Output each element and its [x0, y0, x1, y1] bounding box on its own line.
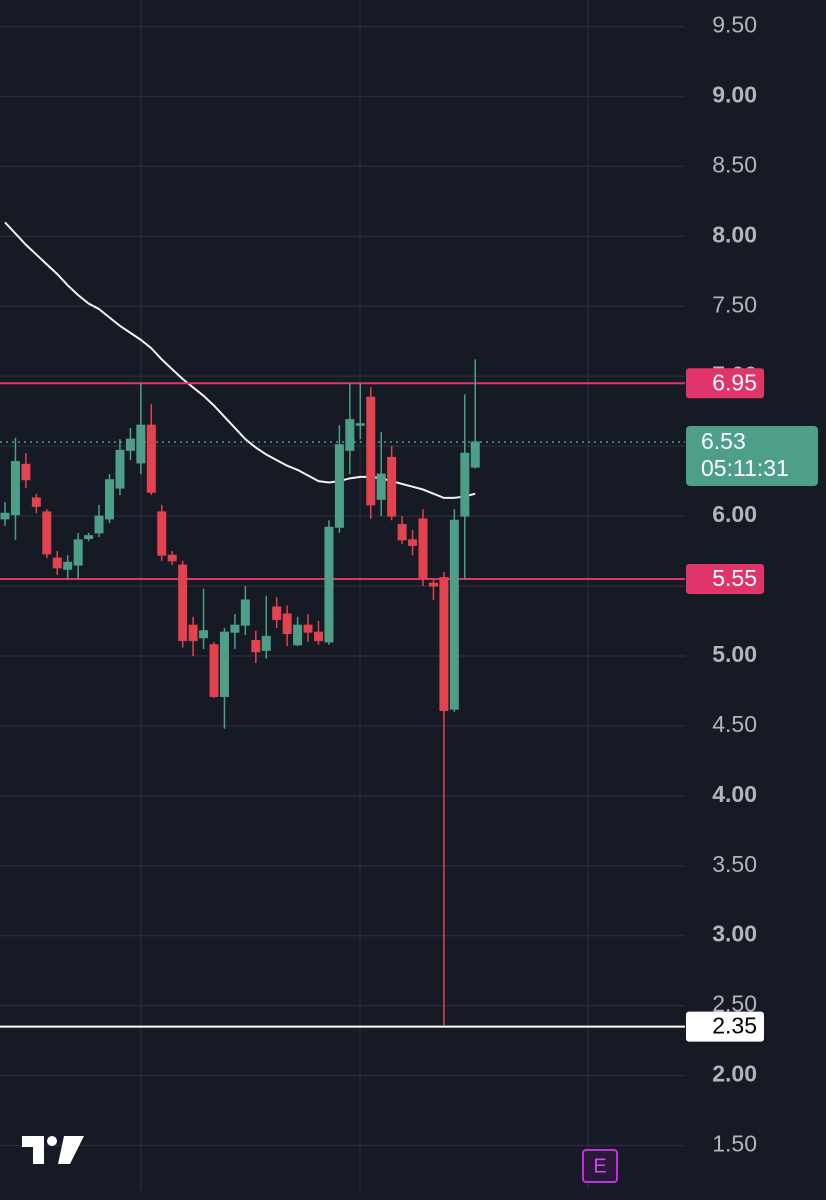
candle-body: [355, 423, 365, 426]
y-tick-label: 1.50: [712, 1131, 757, 1157]
candle-body: [261, 635, 271, 651]
y-tick-label: 7.50: [712, 291, 757, 317]
candle-body: [251, 640, 261, 653]
y-tick-label: 3.50: [712, 851, 757, 877]
candle-body: [31, 497, 41, 507]
candle-body: [146, 424, 156, 493]
y-tick-label: 4.50: [712, 711, 757, 737]
candle-body: [314, 631, 323, 642]
last-price-label: 6.53: [701, 428, 746, 454]
candle-body: [240, 599, 250, 626]
logo-part: [58, 1136, 84, 1164]
candle-body: [188, 624, 198, 642]
price-line-label-box: [686, 368, 764, 399]
last-price-box: [686, 425, 818, 486]
candle-body: [219, 631, 229, 698]
candle-body: [397, 523, 407, 541]
candle-body: [230, 624, 240, 633]
candle-body: [157, 511, 167, 556]
price-line-label: 5.55: [712, 565, 757, 591]
candle-body: [439, 577, 449, 711]
candle-body: [84, 535, 94, 539]
candle-body: [199, 630, 209, 639]
candle-body: [10, 461, 20, 516]
price-axis: 1.502.002.503.003.504.004.505.005.506.00…: [686, 12, 818, 1157]
candle-body: [282, 613, 292, 635]
candle-body: [209, 644, 219, 698]
y-tick-label: 8.50: [712, 152, 757, 178]
candle-body: [345, 419, 355, 451]
candle-body: [428, 582, 438, 587]
candle-body: [73, 539, 83, 566]
price-grid: [0, 25, 685, 1147]
time-grid: [140, 0, 589, 1190]
candle-body: [167, 554, 177, 562]
candle-body: [63, 561, 73, 570]
earnings-marker[interactable]: E: [582, 1149, 618, 1183]
y-tick-label: 8.00: [712, 221, 757, 247]
candle-body: [470, 441, 480, 468]
candle-body: [449, 519, 459, 710]
candle-body: [125, 438, 135, 451]
earnings-label[interactable]: E: [593, 1155, 606, 1177]
candle-body: [366, 396, 376, 506]
candle-body: [0, 512, 10, 520]
candle-body: [293, 624, 303, 646]
candle-body: [115, 449, 125, 489]
price-line-label: 6.95: [712, 369, 757, 395]
y-tick-label: 3.00: [712, 921, 757, 947]
y-tick-label: 9.00: [712, 82, 757, 108]
price-line-label-box: [686, 1011, 764, 1042]
plot-area: [0, 221, 685, 1028]
logo-part: [47, 1136, 57, 1146]
candle-body: [303, 624, 313, 633]
candle-body: [21, 463, 31, 481]
y-tick-label: 5.00: [712, 641, 757, 667]
tradingview-logo: [22, 1136, 84, 1164]
candle-body: [136, 424, 146, 464]
countdown-label: 05:11:31: [701, 455, 789, 481]
y-tick-label: 4.00: [712, 781, 757, 807]
candle-body: [408, 539, 418, 546]
candle-body: [52, 557, 62, 569]
candle-body: [42, 511, 52, 555]
y-tick-label: 6.00: [712, 501, 757, 527]
logo-part: [22, 1136, 44, 1164]
y-tick-label: 9.50: [712, 12, 757, 38]
earnings-box[interactable]: [582, 1149, 618, 1183]
y-tick-label: 2.00: [712, 1061, 757, 1087]
price-line-label: 2.35: [712, 1013, 757, 1039]
candle-body: [272, 606, 282, 621]
candle-body: [387, 456, 397, 517]
candle-body: [94, 515, 104, 534]
candle-body: [105, 479, 114, 520]
price-line-label-box: [686, 564, 764, 595]
candle-body: [418, 518, 428, 579]
moving-average-line: [4, 221, 476, 499]
candle-body: [324, 526, 334, 643]
candle-body: [376, 473, 386, 500]
candle-body: [334, 444, 344, 528]
candle-body: [460, 452, 470, 517]
candle-body: [178, 564, 188, 642]
